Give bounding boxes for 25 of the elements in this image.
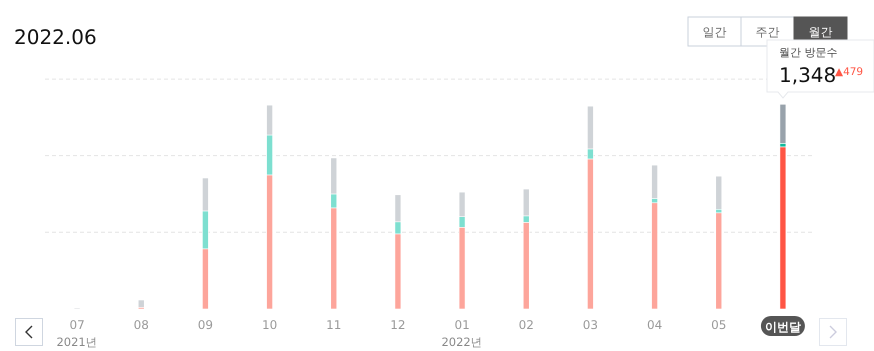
bar bbox=[651, 164, 658, 199]
x-tick-label: 08 bbox=[134, 318, 149, 332]
x-tick-label: 09 bbox=[198, 318, 214, 332]
x-tick-label: 10 bbox=[262, 318, 278, 332]
text: 2021년 bbox=[56, 335, 98, 349]
text: 일간 bbox=[702, 25, 726, 39]
bar bbox=[715, 212, 722, 310]
chart-title: 2022.06 bbox=[14, 25, 97, 49]
x-tick-label: 이번달 bbox=[764, 320, 801, 334]
bar bbox=[138, 300, 145, 308]
text: 월간 bbox=[808, 25, 832, 39]
x-tick-label: 07 bbox=[69, 318, 85, 332]
text: 주간 bbox=[756, 25, 780, 39]
x-tick-label: 01 bbox=[454, 318, 470, 332]
bar bbox=[651, 202, 658, 310]
x-tick-label: 05 bbox=[711, 318, 726, 332]
text: 2022년 bbox=[441, 335, 483, 349]
x-tick-label: 04 bbox=[646, 318, 662, 332]
x-tick-label: 12 bbox=[390, 318, 406, 332]
bar bbox=[780, 146, 786, 310]
x-tick-label: 03 bbox=[582, 318, 598, 332]
bar bbox=[780, 104, 786, 144]
bar bbox=[715, 176, 722, 210]
x-tick-label: 11 bbox=[326, 318, 342, 332]
x-tick-label: 02 bbox=[518, 318, 534, 332]
